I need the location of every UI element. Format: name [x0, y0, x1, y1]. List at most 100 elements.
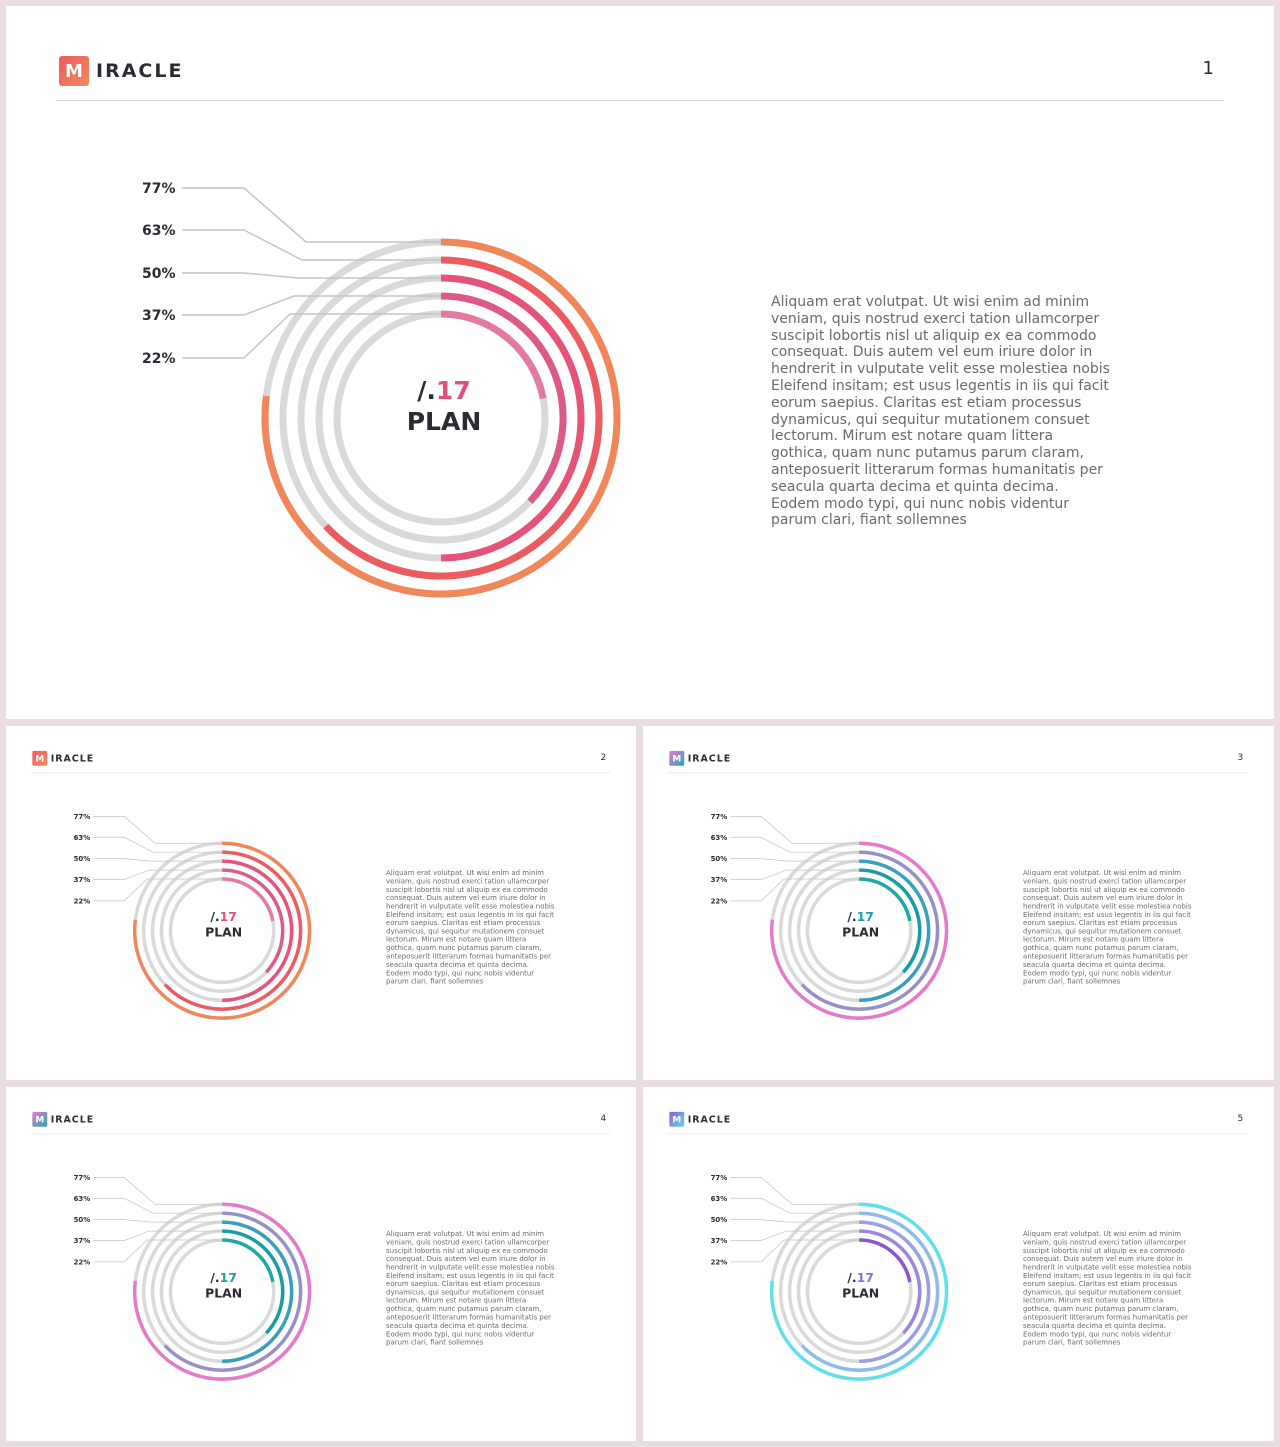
- ring-arc-37pct: [859, 1229, 922, 1335]
- leader-line-2: [93, 836, 223, 853]
- pct-label-5: 22%: [74, 1258, 91, 1266]
- page-number: 1: [1202, 58, 1214, 79]
- year-number: 17: [219, 909, 237, 925]
- pct-label-1: 77%: [711, 813, 728, 821]
- body-paragraph: Aliquam erat volutpat. Ut wisi enim ad m…: [771, 294, 1110, 529]
- slide-2[interactable]: M IRACLE 2 77% 63% 50% 37% 22% /.17 PLAN Ali…: [6, 726, 636, 1080]
- page-number: 5: [1237, 1112, 1244, 1124]
- pct-label-1: 77%: [74, 1174, 91, 1182]
- brand-logo: M IRACLE: [32, 1111, 95, 1127]
- pct-label-1: 77%: [142, 181, 176, 197]
- pct-label-1: 77%: [711, 1174, 728, 1182]
- pct-label-2: 63%: [74, 834, 91, 842]
- pct-label-2: 63%: [142, 223, 176, 239]
- ring-arc-37pct: [222, 1229, 285, 1335]
- radial-bar-chart: 77% 63% 50% 37% 22%: [74, 813, 312, 1020]
- header-divider: [56, 100, 1224, 101]
- brand-logo: M IRACLE: [59, 56, 183, 86]
- chart-center-label: /.17 PLAN: [816, 910, 905, 941]
- body-paragraph: Aliquam erat volutpat. Ut wisi enim ad m…: [1023, 1230, 1192, 1347]
- leader-line-5: [93, 1239, 223, 1263]
- ring-arc-50pct: [859, 859, 931, 1002]
- ring-arc-50pct: [222, 859, 294, 1002]
- pct-label-4: 37%: [74, 876, 91, 884]
- leader-line-1: [182, 187, 441, 243]
- leader-line-4: [93, 869, 223, 880]
- leader-line-5: [730, 1239, 860, 1263]
- leader-line-1: [730, 816, 860, 844]
- center-plan-label: PLAN: [406, 407, 482, 436]
- ring-arc-22pct: [222, 877, 275, 922]
- leader-line-1: [93, 816, 223, 844]
- ring-arc-50pct: [222, 1220, 294, 1363]
- year-prefix: /.: [417, 376, 436, 405]
- page-number: 4: [600, 1112, 607, 1124]
- leader-line-2: [93, 1197, 223, 1214]
- leader-line-2: [730, 1197, 860, 1214]
- pct-label-5: 22%: [74, 897, 91, 905]
- year-prefix: /.: [847, 1270, 857, 1286]
- pct-label-3: 50%: [711, 1216, 728, 1224]
- slide-4[interactable]: M IRACLE 4 77% 63% 50% 37% 22% /.17 PLAN Ali…: [6, 1087, 636, 1441]
- leader-line-4: [93, 1230, 223, 1241]
- pct-label-2: 63%: [711, 1195, 728, 1203]
- leader-line-2: [182, 229, 441, 261]
- logo-mark: M: [32, 750, 48, 766]
- brand-logo: M IRACLE: [669, 1111, 732, 1127]
- logo-text: IRACLE: [687, 1113, 732, 1125]
- brand-logo: M IRACLE: [32, 750, 95, 766]
- logo-text: IRACLE: [50, 752, 95, 764]
- pct-label-2: 63%: [74, 1195, 91, 1203]
- chart-center-label: /.17 PLAN: [816, 1271, 905, 1302]
- chart-center-label: /.17 PLAN: [354, 376, 534, 438]
- leader-line-3: [730, 1219, 860, 1223]
- logo-text: IRACLE: [687, 752, 732, 764]
- ring-arc-50pct: [440, 274, 585, 562]
- pct-label-5: 22%: [711, 1258, 728, 1266]
- center-year: /.17: [179, 1271, 268, 1286]
- brand-logo: M IRACLE: [669, 750, 732, 766]
- year-prefix: /.: [210, 909, 220, 925]
- ring-arc-63pct: [800, 850, 940, 1011]
- center-year: /.17: [816, 1271, 905, 1286]
- ring-arc-37pct: [859, 868, 922, 974]
- logo-mark: M: [669, 1111, 685, 1127]
- logo-text: IRACLE: [50, 1113, 95, 1125]
- leader-line-3: [93, 858, 223, 862]
- leader-line-3: [730, 858, 860, 862]
- leader-line-5: [730, 878, 860, 902]
- year-number: 17: [219, 1270, 237, 1286]
- year-prefix: /.: [210, 1270, 220, 1286]
- ring-arc-77pct: [132, 1202, 312, 1381]
- year-number: 17: [435, 376, 471, 405]
- logo-mark: M: [32, 1111, 48, 1127]
- pct-label-5: 22%: [142, 351, 176, 367]
- leader-line-4: [730, 869, 860, 880]
- pct-label-4: 37%: [711, 876, 728, 884]
- ring-arc-22pct: [859, 1238, 912, 1283]
- pct-label-3: 50%: [142, 266, 176, 282]
- ring-arc-37pct: [222, 868, 285, 974]
- logo-mark: M: [59, 56, 89, 86]
- ring-arc-63pct: [800, 1211, 940, 1372]
- leader-line-4: [182, 295, 441, 316]
- slide-5[interactable]: M IRACLE 5 77% 63% 50% 37% 22% /.17 PLAN Ali…: [643, 1087, 1274, 1441]
- ring-arc-22pct: [859, 877, 912, 922]
- slide-3[interactable]: M IRACLE 3 77% 63% 50% 37% 22% /.17 PLAN Ali…: [643, 726, 1274, 1080]
- slide-1[interactable]: M IRACLE 1 77% 63% 50% 37% 22% /.17 PLAN Ali…: [6, 6, 1274, 719]
- leader-line-5: [182, 313, 441, 359]
- page-number: 3: [1237, 751, 1244, 763]
- ring-arc-77pct: [261, 238, 621, 598]
- body-paragraph: Aliquam erat volutpat. Ut wisi enim ad m…: [386, 869, 555, 986]
- pct-label-5: 22%: [711, 897, 728, 905]
- leader-line-4: [730, 1230, 860, 1241]
- pct-label-2: 63%: [711, 834, 728, 842]
- ring-arc-50pct: [859, 1220, 931, 1363]
- center-year: /.17: [179, 910, 268, 925]
- radial-bar-chart: 77% 63% 50% 37% 22%: [711, 1174, 949, 1381]
- radial-bar-chart: 77% 63% 50% 37% 22%: [74, 1174, 312, 1381]
- pct-label-4: 37%: [711, 1237, 728, 1245]
- ring-arc-22pct: [222, 1238, 275, 1283]
- center-plan-label: PLAN: [205, 925, 243, 940]
- ring-arc-63pct: [323, 256, 603, 580]
